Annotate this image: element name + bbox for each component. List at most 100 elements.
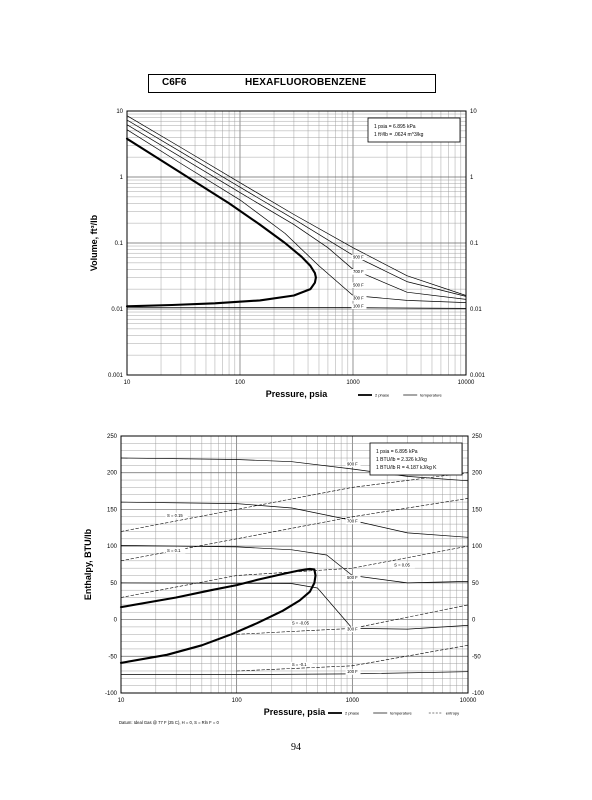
y-tick-label-right: 150 xyxy=(472,507,483,513)
x-tick-label: 100 xyxy=(235,380,246,386)
curve-label: 300 F xyxy=(353,295,364,300)
y-tick-label-right: 1 xyxy=(470,175,474,181)
curve-label: 900 F xyxy=(353,255,364,260)
conversion-box: 1 psia = 6.895 kPa 1 ft³/lb = .0624 m^3/k… xyxy=(367,117,461,143)
x-tick-label: 100 xyxy=(232,698,243,704)
x-tick-label: 10000 xyxy=(458,380,475,386)
curve-label-bg xyxy=(345,518,361,525)
conversion-text: 1 psia = 6.895 kPa xyxy=(374,124,416,130)
series-s-0-05 xyxy=(120,545,469,598)
series-500-f xyxy=(120,545,469,584)
y-tick-label: 1 xyxy=(120,175,124,181)
y-tick-label-right: 0.01 xyxy=(470,307,482,313)
y-tick-label: 0.01 xyxy=(111,307,123,313)
y-tick-label: 250 xyxy=(107,434,118,440)
conversion-text: 1 ft³/lb = .0624 m^3/kg xyxy=(374,132,424,138)
y-tick-label: 0 xyxy=(114,618,118,624)
curve-label-bg xyxy=(392,562,415,569)
curve-label: 100 F xyxy=(353,304,364,309)
series-2-phase xyxy=(119,567,317,664)
chemical-formula: C6F6 xyxy=(162,77,187,88)
series-s-0-1 xyxy=(120,498,469,562)
y-tick-label-right: -50 xyxy=(472,654,481,660)
conversion-box-frame xyxy=(369,442,463,476)
conversion-text: 1 psia = 6.895 kPa xyxy=(376,449,418,455)
curve-label-bg xyxy=(345,575,361,581)
curve-label: S = -0.05 xyxy=(292,621,310,626)
series-300-f xyxy=(120,582,469,630)
grid-lines xyxy=(126,111,466,376)
curve-label: 300 F xyxy=(347,627,358,632)
curve-label: S = 0.15 xyxy=(167,513,183,518)
curve-labels: 900 F 700 F 500 F 300 F 100 F S = 0.15 S = 0.1… xyxy=(165,461,415,675)
conversion-box-frame xyxy=(367,117,461,143)
y-tick-label: 100 xyxy=(107,544,118,550)
y-tick-label-right: 0.001 xyxy=(470,373,486,379)
y-tick-label-right: 100 xyxy=(472,544,483,550)
curve-label: S = 0.1 xyxy=(167,548,181,553)
series-500-f xyxy=(126,124,467,300)
curve-label: 500 F xyxy=(347,575,358,580)
y-axis-label: Enthalpy, BTU/lb xyxy=(83,528,93,600)
series-group xyxy=(119,457,469,675)
curve-label-bg xyxy=(290,620,315,627)
curve-label: 900 F xyxy=(347,461,358,466)
series-300-f xyxy=(126,129,467,303)
series-700-f xyxy=(126,119,467,297)
series-900-f xyxy=(120,457,469,482)
y-tick-label-right: 50 xyxy=(472,581,479,587)
chart-title-box: C6F6 HEXAFLUOROBENZENE xyxy=(148,74,436,93)
y-tick-label: 150 xyxy=(107,507,118,513)
series-group xyxy=(125,115,467,309)
conversion-text: 1 BTU/lb R = 4.187 kJ/kg K xyxy=(376,465,437,471)
x-axis-label: Pressure, psia xyxy=(266,389,329,399)
conversion-text: 1 BTU/lb = 2.326 kJ/kg xyxy=(376,457,427,463)
x-tick-label: 10 xyxy=(118,698,125,704)
conversion-box: 1 psia = 6.895 kPa 1 BTU/lb = 2.326 kJ/kg… xyxy=(369,442,463,476)
curve-label: S = 0.05 xyxy=(394,563,410,568)
curve-label-bg xyxy=(345,626,361,633)
x-tick-label: 1000 xyxy=(346,698,360,704)
curve-label-bg xyxy=(351,303,367,310)
y-tick-label-right: 0.1 xyxy=(470,241,479,247)
curve-label: 500 F xyxy=(353,282,364,287)
legend-label: 2 phase xyxy=(375,393,390,398)
y-tick-label-right: -100 xyxy=(472,691,485,697)
plot-frame xyxy=(126,110,467,376)
y-axis-label: Volume, ft³/lb xyxy=(89,214,99,271)
y-tick-label: 50 xyxy=(110,581,117,587)
legend: 2 phase temperature entropy xyxy=(328,711,459,716)
curve-label-bg xyxy=(351,269,367,275)
curve-labels: 900 F 700 F 500 F 300 F 100 F xyxy=(351,254,367,310)
y-tick-label-right: 250 xyxy=(472,434,483,440)
series-2-phase xyxy=(125,137,317,308)
series-100-f xyxy=(126,306,467,309)
curve-label-bg xyxy=(165,512,188,519)
curve-label-bg xyxy=(165,548,186,554)
legend-label: temperature xyxy=(420,393,442,398)
curve-label: 100 F xyxy=(347,669,358,674)
curve-label-bg xyxy=(351,295,367,301)
curve-label-bg xyxy=(345,461,361,467)
curve-label-bg xyxy=(351,282,367,288)
plot-frame xyxy=(120,435,469,694)
y-tick-label-right: 10 xyxy=(470,109,477,115)
x-axis-label: Pressure, psia xyxy=(264,707,327,717)
curve-label-bg xyxy=(351,254,367,261)
series-s-0-1 xyxy=(236,645,469,672)
curve-label-bg xyxy=(290,661,313,668)
curve-label: S = -0.1 xyxy=(292,662,307,667)
curve-label: 700 F xyxy=(353,269,364,274)
y-tick-label: 0.1 xyxy=(115,241,124,247)
y-tick-label-right: 200 xyxy=(472,471,483,477)
y-tick-label: 10 xyxy=(116,109,123,115)
curve-label: 700 F xyxy=(347,519,358,524)
series-s-0-15 xyxy=(120,472,469,532)
datum-footnote: Datum: Ideal Gas @ 77 F (25 C), H = 0, S… xyxy=(119,720,219,725)
series-100-f xyxy=(120,671,469,675)
